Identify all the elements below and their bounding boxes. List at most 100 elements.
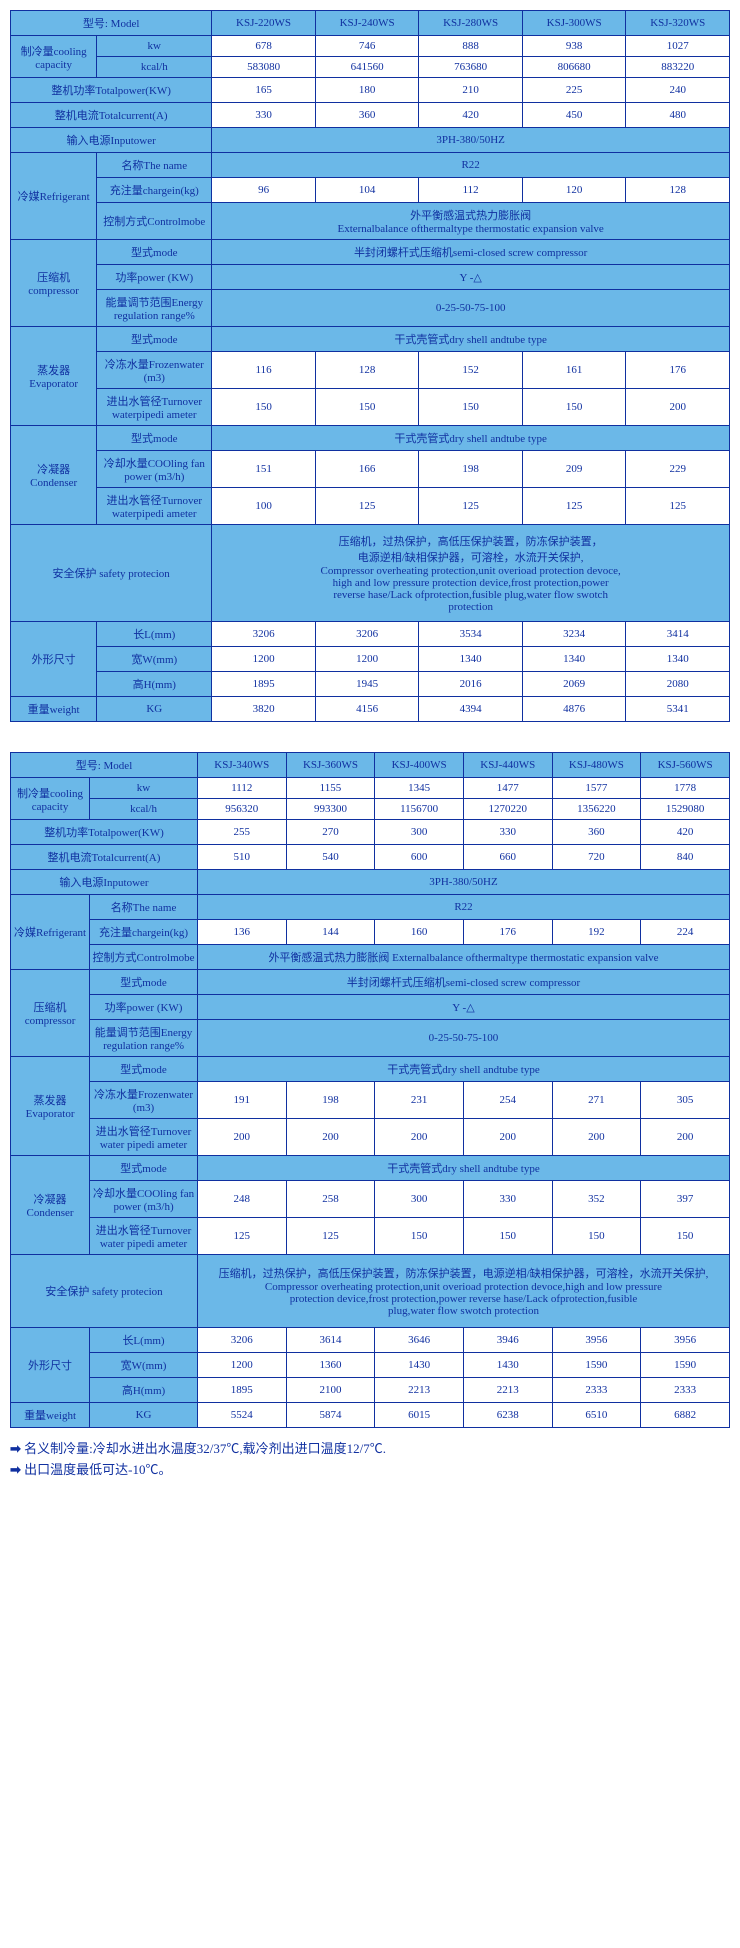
cell: 150 [419,389,523,426]
cell: 3234 [522,622,626,647]
name-val: R22 [197,895,729,920]
comp-power-val: Y -△ [197,995,729,1020]
cell: 540 [286,845,375,870]
cell: 2016 [419,672,523,697]
evaporator-label: 蒸发器 Evaporator [11,1057,90,1156]
cell: 166 [315,451,419,488]
cell: 4156 [315,697,419,722]
cell: 1356220 [552,799,641,820]
cell: 150 [552,1218,641,1255]
cell: 191 [197,1082,286,1119]
compressor-label: 压缩机compressor [11,240,97,327]
cell: 150 [212,389,316,426]
cell: 1477 [463,778,552,799]
cell: 1156700 [375,799,464,820]
cell: 3956 [641,1328,730,1353]
cell: 165 [212,78,316,103]
evap-turnover-label: 进出水管径Turnover waterpipedi ameter [97,389,212,426]
cell: 330 [463,820,552,845]
model-col: KSJ-300WS [522,11,626,36]
cell: 210 [419,78,523,103]
cell: 1778 [641,778,730,799]
cell: 3956 [552,1328,641,1353]
cell: 231 [375,1082,464,1119]
refrigerant-label: 冷媒Refrigerant [11,895,90,970]
cell: 330 [463,1181,552,1218]
cell: 176 [626,352,730,389]
cell: 200 [197,1119,286,1156]
cell: 510 [197,845,286,870]
comp-energy-label: 能量调节范围Energy regulation range% [97,290,212,327]
cell: 1360 [286,1353,375,1378]
compressor-label: 压缩机compressor [11,970,90,1057]
cell: 209 [522,451,626,488]
refrigerant-label: 冷媒Refrigerant [11,153,97,240]
kcal-label: kcal/h [90,799,198,820]
name-val: R22 [212,153,730,178]
evap-mode-val: 干式壳管式dry shell andtube type [212,327,730,352]
cell: 198 [286,1082,375,1119]
cell: 200 [463,1119,552,1156]
condenser-label: 冷凝器 Condenser [11,426,97,525]
cell: 229 [626,451,730,488]
weight-unit: KG [90,1403,198,1428]
model-col: KSJ-340WS [197,753,286,778]
kw-label: kw [90,778,198,799]
dim-h-label: 高H(mm) [97,672,212,697]
cell: 1590 [552,1353,641,1378]
safety-label: 安全保护 safety protecion [11,525,212,622]
cell: 150 [375,1218,464,1255]
condenser-label: 冷凝器 Condenser [11,1156,90,1255]
totalcurrent-label: 整机电流Totalcurrent(A) [11,103,212,128]
cell: 600 [375,845,464,870]
cell: 1430 [463,1353,552,1378]
cell: 224 [641,920,730,945]
cell: 883220 [626,57,730,78]
dim-l-label: 长L(mm) [90,1328,198,1353]
cell: 112 [419,178,523,203]
cell: 200 [626,389,730,426]
cell: 1200 [212,647,316,672]
controlmode-val: 外平衡感温式热力膨胀阀 Externalbalance ofthermaltyp… [197,945,729,970]
cell: 125 [315,488,419,525]
cond-turnover-label: 进出水管径Turnover waterpipedi ameter [97,488,212,525]
comp-power-label: 功率power (KW) [90,995,198,1020]
cell: 720 [552,845,641,870]
inputpower-label: 输入电源Inputower [11,128,212,153]
model-col: KSJ-440WS [463,753,552,778]
cell: 2213 [375,1378,464,1403]
cell: 420 [641,820,730,845]
safety-val: 压缩机，过热保护，高低压保护装置，防冻保护装置， 电源逆相/缺相保护器，可溶栓，… [212,525,730,622]
cond-turnover-label: 进出水管径Turnover water pipedi ameter [90,1218,198,1255]
cell: 152 [419,352,523,389]
kcal-label: kcal/h [97,57,212,78]
evap-frozen-label: 冷冻水量Frozenwater (m3) [90,1082,198,1119]
cell: 1155 [286,778,375,799]
cell: 125 [197,1218,286,1255]
cell: 150 [522,389,626,426]
arrow-icon: ➡ [10,1462,21,1477]
cell: 5874 [286,1403,375,1428]
cell: 3206 [315,622,419,647]
cell: 1340 [522,647,626,672]
cell: 397 [641,1181,730,1218]
cell: 128 [626,178,730,203]
cond-mode-label: 型式mode [97,426,212,451]
controlmode-label: 控制方式Controlmobe [97,203,212,240]
cell: 2069 [522,672,626,697]
cell: 116 [212,352,316,389]
cell: 6882 [641,1403,730,1428]
model-col: KSJ-240WS [315,11,419,36]
weight-unit: KG [97,697,212,722]
cell: 160 [375,920,464,945]
cell: 3946 [463,1328,552,1353]
kw-label: kw [97,36,212,57]
evap-mode-val: 干式壳管式dry shell andtube type [197,1057,729,1082]
cell: 806680 [522,57,626,78]
cell: 1270220 [463,799,552,820]
weight-label: 重量weight [11,697,97,722]
chargein-label: 充注量chargein(kg) [90,920,198,945]
dim-label: 外形尺寸 [11,622,97,697]
evap-frozen-label: 冷冻水量Frozenwater (m3) [97,352,212,389]
cell: 3646 [375,1328,464,1353]
